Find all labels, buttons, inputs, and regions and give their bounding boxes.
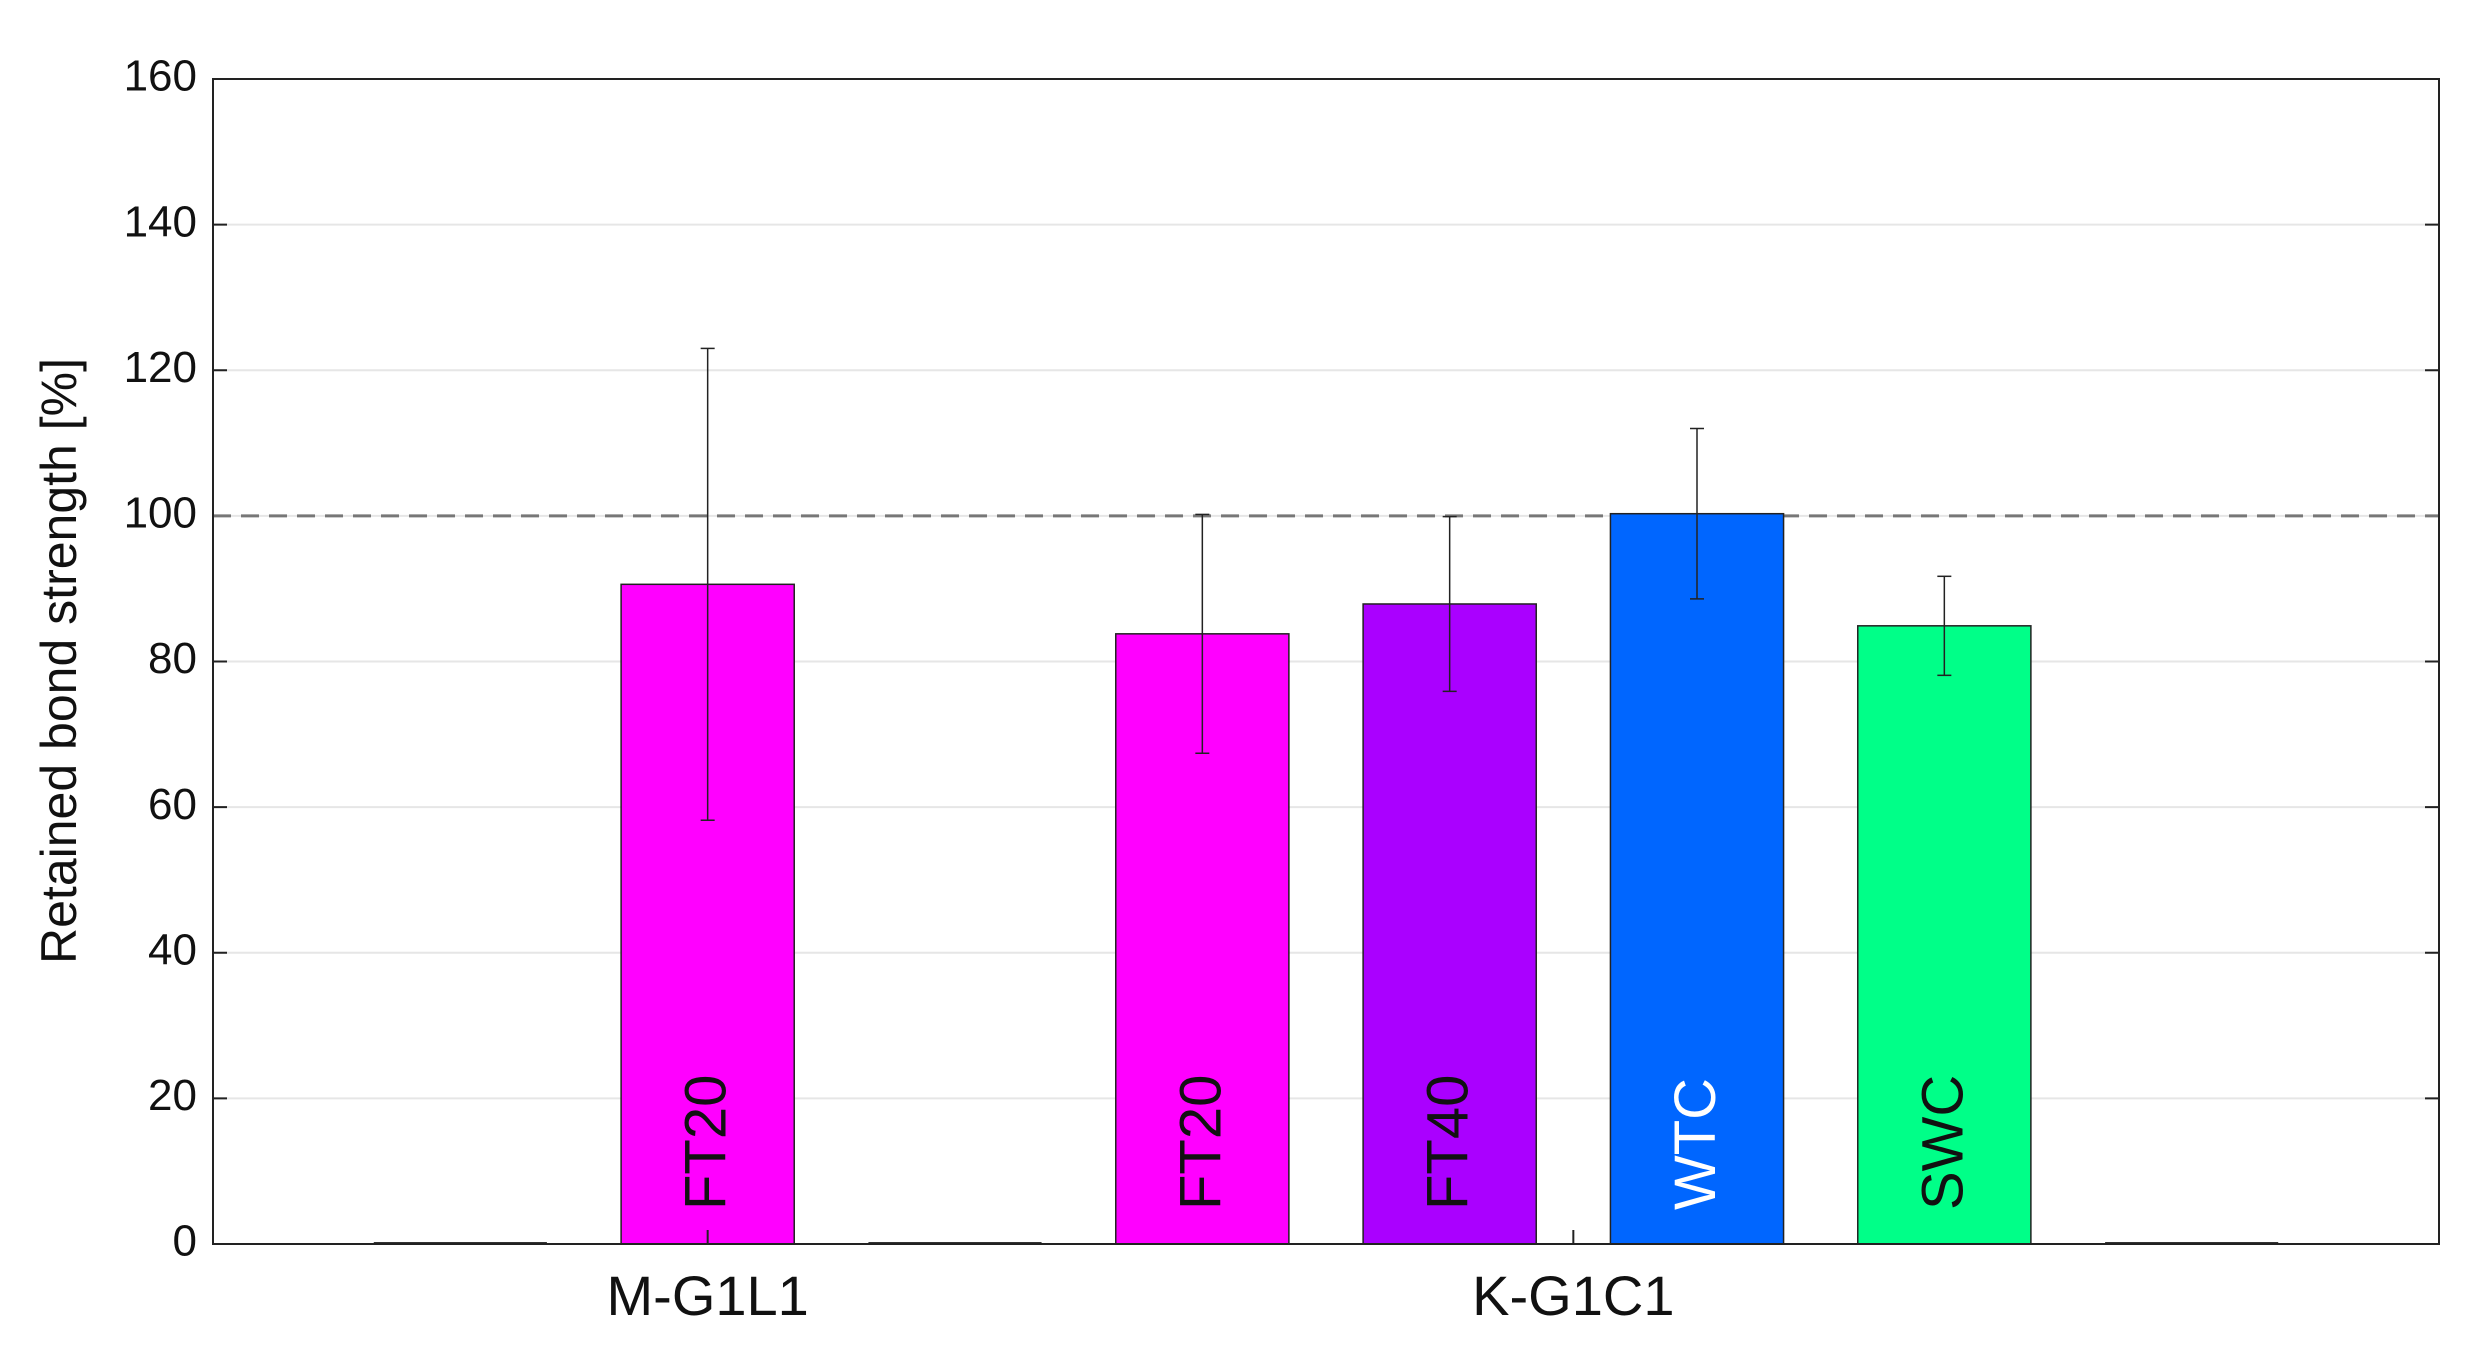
y-tick-label: 60 — [148, 780, 197, 829]
plot-frame — [212, 78, 2440, 1245]
y-tick-label: 100 — [124, 489, 197, 538]
y-axis-label: Retained bond strength [%] — [31, 358, 87, 964]
y-tick-label: 20 — [148, 1071, 197, 1120]
x-tick-label: M-G1L1 — [607, 1264, 809, 1327]
bar-label: SWC — [1910, 1075, 1975, 1210]
bar-label: FT20 — [1168, 1075, 1233, 1210]
y-tick-label: 140 — [124, 197, 197, 246]
y-tick-label: 160 — [124, 52, 197, 101]
bar — [1609, 512, 1785, 1245]
x-tick-label: K-G1C1 — [1472, 1264, 1674, 1327]
y-tick-label: 120 — [124, 343, 197, 392]
y-tick-label: 40 — [148, 925, 197, 974]
bar-label: FT40 — [1416, 1075, 1481, 1210]
bar — [1857, 625, 2032, 1245]
y-tick-label: 80 — [148, 634, 197, 683]
y-tick-label: 0 — [173, 1217, 197, 1266]
bar-label: FT20 — [674, 1075, 739, 1210]
bar-label: WTC — [1663, 1078, 1728, 1210]
